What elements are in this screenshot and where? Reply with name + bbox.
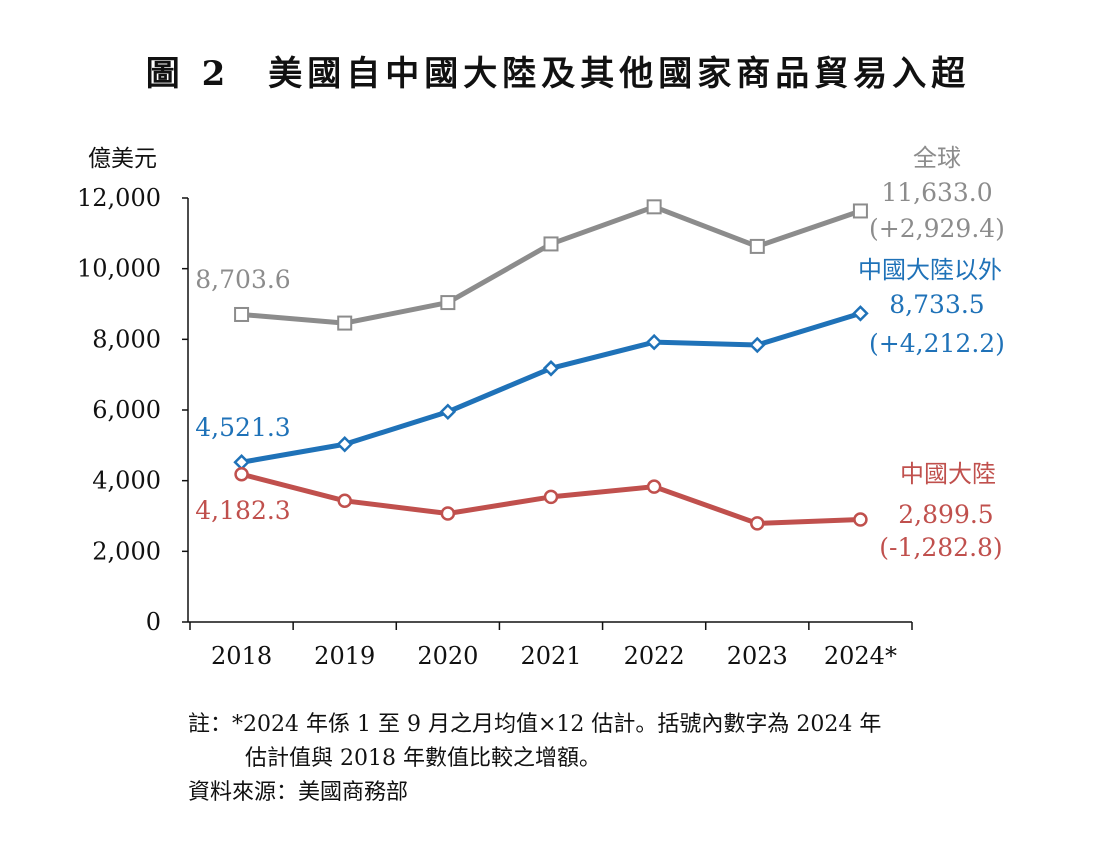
data-point-circle: [440, 506, 456, 521]
data-point-circle: [750, 516, 765, 531]
line-chart: 億美元 0 2,000 4,000 6,000 8,000 10,000 12,000 2018…: [77, 144, 1005, 670]
note-line-1: 註：*2024 年係 1 至 9 月之月均值×12 估計。括號內數字為 2024…: [188, 712, 882, 737]
data-point-diamond: [439, 403, 457, 421]
y-tick-label: 8,000: [92, 325, 161, 353]
start-value-china: 4,182.3: [195, 496, 290, 525]
y-tick-label: 10,000: [77, 255, 161, 283]
data-point-circle: [337, 493, 352, 509]
data-point-circle: [234, 466, 249, 482]
series-label-ex-china: 中國大陸以外: [858, 256, 1002, 284]
data-point-diamond: [645, 333, 663, 351]
series-label-china: 中國大陸: [900, 460, 996, 488]
data-point-diamond: [233, 453, 250, 471]
data-point-square: [234, 306, 250, 322]
y-tick-label: 2,000: [92, 537, 161, 565]
data-point-square: [440, 295, 456, 311]
figure-title: 美國自中國大陸及其他國家商品貿易入超: [268, 54, 971, 94]
y-axis-unit-label: 億美元: [88, 146, 157, 172]
chart-title: 圖 2 美國自中國大陸及其他國家商品貿易入超: [0, 46, 1116, 95]
y-tick-label: 0: [146, 608, 161, 636]
y-tick-label: 12,000: [77, 184, 161, 212]
x-tick-label: 2018: [211, 642, 272, 670]
end-value-global: 11,633.0: [881, 178, 992, 207]
start-value-ex-china: 4,521.3: [195, 413, 290, 442]
data-point-diamond: [336, 436, 353, 453]
data-point-diamond: [852, 305, 869, 322]
data-point-square: [337, 315, 353, 331]
data-point-diamond: [749, 336, 766, 354]
data-point-square: [543, 236, 559, 252]
data-point-circle: [646, 479, 662, 494]
x-tick-label: 2020: [417, 642, 478, 670]
series-line: [241, 204, 862, 326]
figure-number: 圖 2: [145, 54, 231, 94]
end-change-ex-china: (+4,212.2): [869, 329, 1005, 358]
x-tick-label: 2024*: [824, 642, 897, 670]
data-point-square: [646, 199, 662, 215]
x-tick-label: 2019: [314, 642, 375, 670]
data-point-circle: [853, 512, 868, 527]
end-change-global: (+2,929.4): [869, 214, 1005, 243]
x-tick-label: 2023: [727, 642, 788, 670]
data-point-square: [749, 238, 765, 254]
end-value-china: 2,899.5: [898, 500, 993, 529]
x-tick-label: 2021: [520, 642, 581, 670]
source-note: 資料來源：美國商務部: [188, 780, 409, 805]
series-line: [241, 311, 862, 465]
data-point-diamond: [542, 360, 560, 377]
y-tick-label: 6,000: [92, 396, 161, 424]
end-value-ex-china: 8,733.5: [889, 290, 984, 319]
data-point-square: [852, 203, 868, 219]
end-change-china: (-1,282.8): [879, 533, 1002, 562]
note-line-2: 估計值與 2018 年數值比較之增額。: [245, 746, 601, 771]
data-point-circle: [543, 489, 559, 505]
x-tick-label: 2022: [624, 642, 685, 670]
start-value-global: 8,703.6: [195, 265, 290, 294]
series-label-global: 全球: [913, 144, 961, 172]
y-tick-label: 4,000: [92, 467, 161, 495]
